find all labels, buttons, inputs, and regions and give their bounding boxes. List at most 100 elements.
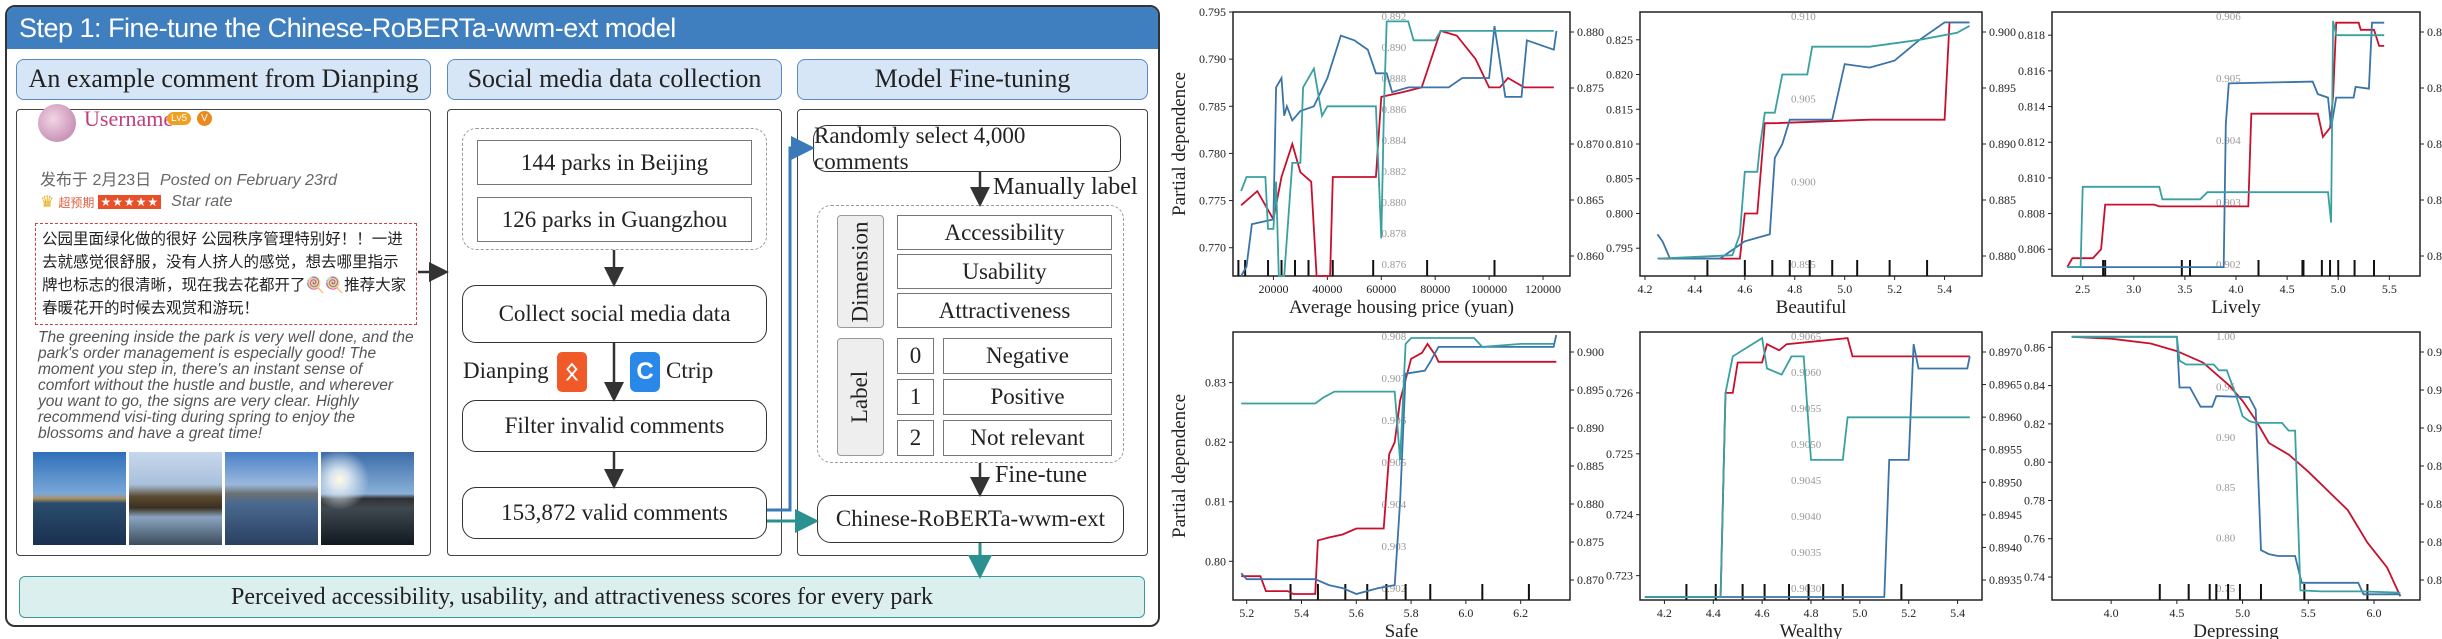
right-y-tick-label: 0.8945 bbox=[1989, 508, 2022, 522]
step-title: Step 1: Fine-tune the Chinese-RoBERTa-ww… bbox=[7, 7, 1158, 49]
y-tick-label: 0.76 bbox=[2024, 532, 2045, 546]
x-tick-label: 4.5 bbox=[2169, 606, 2184, 620]
right-y-tick-label: 0.95 bbox=[2427, 345, 2442, 359]
y-tick-label: 0.726 bbox=[1606, 386, 1633, 400]
y-tick-label: 0.770 bbox=[1199, 241, 1226, 255]
level-badge: Lv5 bbox=[167, 112, 192, 125]
y-tick-label: 0.790 bbox=[1199, 52, 1226, 66]
park-photo-4[interactable] bbox=[321, 452, 414, 545]
inner-axis-label: 0.876 bbox=[1382, 259, 1407, 271]
dimension-usability: Usability bbox=[897, 254, 1112, 289]
x-axis-label: Wealthy bbox=[1780, 621, 1843, 639]
column-header-finetuning: Model Fine-tuning bbox=[797, 59, 1148, 100]
park-photo-1[interactable] bbox=[33, 452, 126, 545]
right-y-tick-label: 0.865 bbox=[1577, 193, 1604, 207]
right-y-tick-label: 0.89 bbox=[2427, 193, 2442, 207]
inner-axis-label: 0.892 bbox=[1382, 11, 1407, 23]
vip-badge: V bbox=[197, 111, 212, 126]
inner-axis-label: 0.9050 bbox=[1791, 439, 1822, 451]
source-dianping: Dianping bbox=[463, 358, 549, 383]
x-tick-label: 5.6 bbox=[1349, 606, 1364, 620]
y-tick-label: 0.814 bbox=[2018, 100, 2045, 114]
right-y-tick-label: 0.85 bbox=[2427, 497, 2442, 511]
x-axis-label: Safe bbox=[1385, 621, 1419, 639]
y-tick-label: 0.825 bbox=[1606, 33, 1633, 47]
inner-axis-label: 0.906 bbox=[2216, 11, 2241, 23]
inner-axis-label: 0.910 bbox=[1791, 11, 1816, 23]
right-y-tick-label: 0.8935 bbox=[1989, 573, 2022, 587]
y-tick-label: 0.84 bbox=[2024, 379, 2045, 393]
right-y-tick-label: 0.8965 bbox=[1989, 378, 2022, 392]
x-tick-label: 80000 bbox=[1420, 282, 1450, 296]
x-tick-label: 6.2 bbox=[1513, 606, 1528, 620]
right-y-tick-label: 0.900 bbox=[1577, 345, 1604, 359]
x-tick-label: 5.0 bbox=[1852, 606, 1867, 620]
inner-axis-label: 0.890 bbox=[1382, 42, 1407, 54]
pd-series-line-1 bbox=[1657, 21, 1970, 260]
pd-series-line-3 bbox=[1657, 25, 1970, 260]
y-tick-label: 0.810 bbox=[2018, 171, 2045, 185]
right-y-tick-label: 0.885 bbox=[1989, 193, 2016, 207]
right-y-tick-label: 0.860 bbox=[1577, 249, 1604, 263]
x-tick-label: 4.5 bbox=[2280, 282, 2295, 296]
y-axis-label: Partial dependence bbox=[1169, 394, 1190, 538]
inner-axis-label: 0.908 bbox=[1382, 331, 1407, 343]
star-rating: ★★★★★ bbox=[98, 195, 162, 209]
y-tick-label: 0.785 bbox=[1199, 99, 1226, 113]
x-tick-label: 4.2 bbox=[1657, 606, 1672, 620]
inner-axis-label: 0.9040 bbox=[1791, 511, 1822, 523]
inner-axis-label: 0.9060 bbox=[1791, 367, 1822, 379]
pd-series-line-3 bbox=[1240, 20, 1554, 277]
label-title: Label bbox=[837, 338, 884, 456]
valid-comments-step: 153,872 valid comments bbox=[462, 487, 767, 539]
pd-series-line-2 bbox=[1644, 344, 1971, 598]
inner-axis-label: 0.9035 bbox=[1791, 547, 1822, 559]
park-photo-2[interactable] bbox=[129, 452, 222, 545]
inner-axis-label: 0.907 bbox=[1382, 373, 1407, 385]
inner-axis-label: 0.906 bbox=[1382, 415, 1407, 427]
right-y-tick-label: 0.8970 bbox=[1989, 345, 2022, 359]
plot-panel-3: 2.5 3.0 3.5 4.0 4.5 5.0 5.5 0.806 0.808 0.810 0.81… bbox=[2018, 11, 2442, 318]
right-y-tick-label: 0.89 bbox=[2427, 249, 2442, 263]
inner-axis-label: 0.905 bbox=[2216, 73, 2241, 85]
plot-panel-5: 4.2 4.4 4.6 4.8 5.0 5.2 5.4 0.723 0.724 0.725 0.72… bbox=[1606, 331, 2022, 639]
right-y-tick-label: 0.895 bbox=[1989, 81, 2016, 95]
label-code-2: 2 bbox=[897, 420, 934, 456]
x-tick-label: 4.2 bbox=[1637, 282, 1652, 296]
inner-axis-label: 0.882 bbox=[1382, 166, 1407, 178]
pd-series-line-3 bbox=[1644, 336, 1970, 598]
diagram-arrows bbox=[418, 136, 992, 579]
y-tick-label: 0.83 bbox=[1205, 376, 1226, 390]
park-photo-3[interactable] bbox=[225, 452, 318, 545]
right-y-tick-label: 0.880 bbox=[1577, 25, 1604, 39]
label-positive: Positive bbox=[943, 379, 1112, 415]
pd-series-line-3 bbox=[2067, 20, 2385, 268]
y-tick-label: 0.775 bbox=[1199, 194, 1226, 208]
y-axis-label: Partial dependence bbox=[1169, 72, 1190, 216]
y-tick-label: 0.815 bbox=[1606, 102, 1633, 116]
x-tick-label: 4.0 bbox=[2104, 606, 2119, 620]
x-axis-label: Beautiful bbox=[1776, 297, 1847, 318]
right-y-tick-label: 0.92 bbox=[2427, 383, 2442, 397]
inner-axis-label: 0.903 bbox=[1382, 541, 1407, 553]
y-tick-label: 0.80 bbox=[1205, 554, 1226, 568]
pd-series-line-2 bbox=[1240, 25, 1558, 277]
finetune-text: Fine-tune bbox=[995, 462, 1087, 488]
x-tick-label: 20000 bbox=[1258, 282, 1288, 296]
right-y-tick-label: 0.875 bbox=[1577, 535, 1604, 549]
avatar bbox=[38, 104, 76, 142]
inner-axis-label: 0.9030 bbox=[1791, 583, 1822, 595]
x-tick-label: 100000 bbox=[1471, 282, 1507, 296]
y-tick-label: 0.74 bbox=[2024, 570, 2045, 584]
right-y-tick-label: 0.880 bbox=[1989, 249, 2016, 263]
right-y-tick-label: 0.8940 bbox=[1989, 540, 2022, 554]
rating-en: Star rate bbox=[171, 193, 233, 210]
inner-axis-label: 1.00 bbox=[2216, 331, 2236, 343]
random-select-step: Randomly select 4,000 comments bbox=[813, 123, 1121, 174]
y-tick-label: 0.86 bbox=[2024, 340, 2045, 354]
x-tick-label: 120000 bbox=[1525, 282, 1561, 296]
y-tick-label: 0.725 bbox=[1606, 447, 1633, 461]
x-tick-label: 5.0 bbox=[1837, 282, 1852, 296]
x-tick-label: 5.4 bbox=[1294, 606, 1309, 620]
x-tick-label: 5.0 bbox=[2235, 606, 2250, 620]
